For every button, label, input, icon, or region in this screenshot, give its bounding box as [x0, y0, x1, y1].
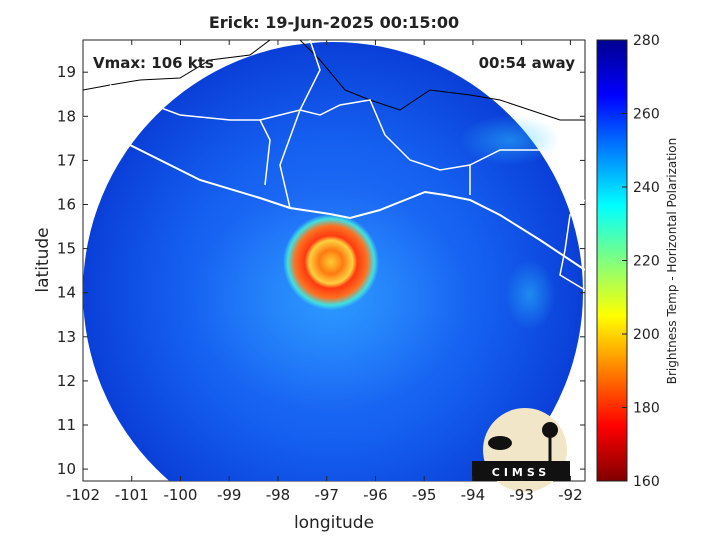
- colorbar-tick-label: 260: [633, 107, 660, 123]
- x-tick-label: -99: [217, 486, 242, 504]
- satellite-image: [83, 40, 585, 481]
- y-tick-label: 12: [57, 372, 76, 390]
- x-axis-label: longitude: [294, 513, 374, 533]
- border: [279, 40, 321, 209]
- colorbar-tick-label: 280: [633, 33, 660, 49]
- border: [109, 84, 271, 186]
- y-tick-label: 15: [57, 240, 76, 258]
- eyewall: [283, 214, 379, 310]
- x-tick-label: -92: [558, 486, 583, 504]
- y-tick-label: 10: [57, 460, 76, 478]
- time-away: 00:54 away: [479, 54, 576, 72]
- x-tick-label: -100: [163, 486, 197, 504]
- logo-dish: [488, 436, 512, 450]
- y-tick-label: 14: [57, 284, 76, 302]
- colorbar-tick-label: 240: [633, 180, 660, 196]
- x-tick-label: -93: [509, 486, 534, 504]
- cloud-band: [460, 115, 560, 165]
- colorbar-tick-label: 220: [633, 254, 660, 270]
- y-tick-label: 13: [57, 328, 76, 346]
- colorbar-label: Brightness Temp - Horizontal Polarizatio…: [665, 138, 679, 385]
- logo-tower: [542, 422, 558, 438]
- y-tick-label: 17: [57, 151, 76, 169]
- y-tick-label: 16: [57, 195, 76, 213]
- coastline: [83, 116, 585, 271]
- coastline: [299, 40, 585, 121]
- y-tick-label: 19: [57, 63, 76, 81]
- y-tick-label: 18: [57, 107, 76, 125]
- cloud-band: [505, 260, 555, 330]
- x-tick-label: -95: [412, 486, 437, 504]
- x-tick-label: -96: [363, 486, 388, 504]
- x-tick-label: -97: [314, 486, 339, 504]
- colorbar-tick-label: 160: [633, 474, 660, 490]
- colorbar-tick-label: 180: [633, 401, 660, 417]
- x-tick-label: -98: [266, 486, 291, 504]
- y-tick-label: 11: [57, 416, 76, 434]
- x-tick-label: -94: [461, 486, 486, 504]
- x-tick-label: -101: [115, 486, 149, 504]
- cimss-logo: CIMSS: [472, 408, 570, 492]
- x-tick-label: -102: [66, 486, 100, 504]
- logo-band: [472, 461, 570, 481]
- colorbar-tick-label: 200: [633, 327, 660, 343]
- border: [259, 99, 471, 195]
- vmax: Vmax: 106 kts: [93, 54, 214, 72]
- title: Erick: 19-Jun-2025 00:15:00: [209, 13, 459, 32]
- y-axis-label: latitude: [33, 227, 53, 292]
- coastline: [559, 199, 585, 291]
- border: [469, 149, 561, 166]
- logo-text: CIMSS: [492, 466, 550, 479]
